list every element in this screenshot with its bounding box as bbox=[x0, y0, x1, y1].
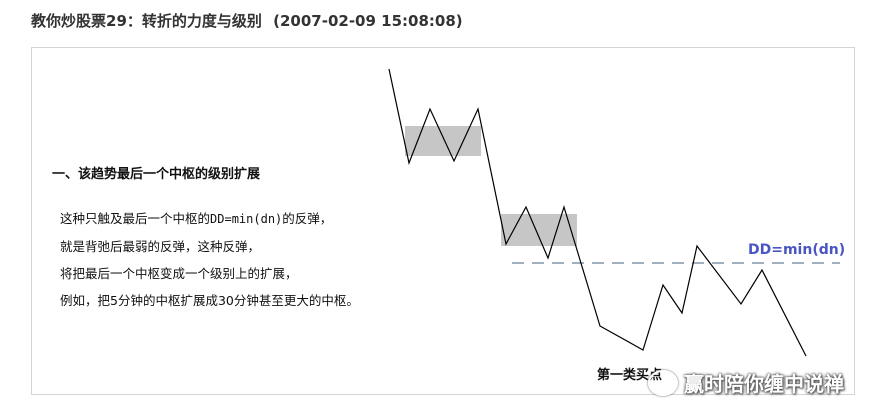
first-buy-point-label: 第一类买点 bbox=[597, 368, 663, 383]
body-line-4: 例如，把5分钟的中枢扩展成30分钟甚至更大的中枢。 bbox=[60, 293, 359, 308]
figure-panel bbox=[31, 47, 855, 395]
title-timestamp: (2007-02-09 15:08:08) bbox=[273, 12, 463, 30]
body-line-2: 就是背弛后最弱的反弹，这种反弹， bbox=[60, 239, 261, 254]
body-line-3: 将把最后一个中枢变成一个级别上的扩展， bbox=[60, 266, 298, 281]
watermark-text: 赢时陪你缠中说禅 bbox=[684, 372, 844, 396]
upper-pivot-zone bbox=[405, 126, 481, 156]
section-heading: 一、该趋势最后一个中枢的级别扩展 bbox=[52, 167, 261, 182]
wechat-icon bbox=[648, 369, 678, 396]
body-line-1-pre: 这种只触及最后一个中枢的 bbox=[60, 211, 211, 226]
body-line-1-post: 的反弹， bbox=[282, 211, 333, 226]
body-line-1-code: DD=min(dn) bbox=[210, 212, 283, 226]
page-title: 教你炒股票29：转折的力度与级别 (2007-02-09 15:08:08) bbox=[31, 10, 463, 31]
title-text: 教你炒股票29：转折的力度与级别 bbox=[31, 12, 262, 30]
lower-pivot-zone bbox=[501, 214, 577, 246]
body-line-1: 这种只触及最后一个中枢的DD=min(dn)的反弹， bbox=[60, 208, 332, 227]
watermark: 赢时陪你缠中说禅 bbox=[648, 368, 844, 397]
price-path bbox=[388, 68, 807, 357]
dd-min-label: DD=min(dn) bbox=[748, 242, 846, 258]
